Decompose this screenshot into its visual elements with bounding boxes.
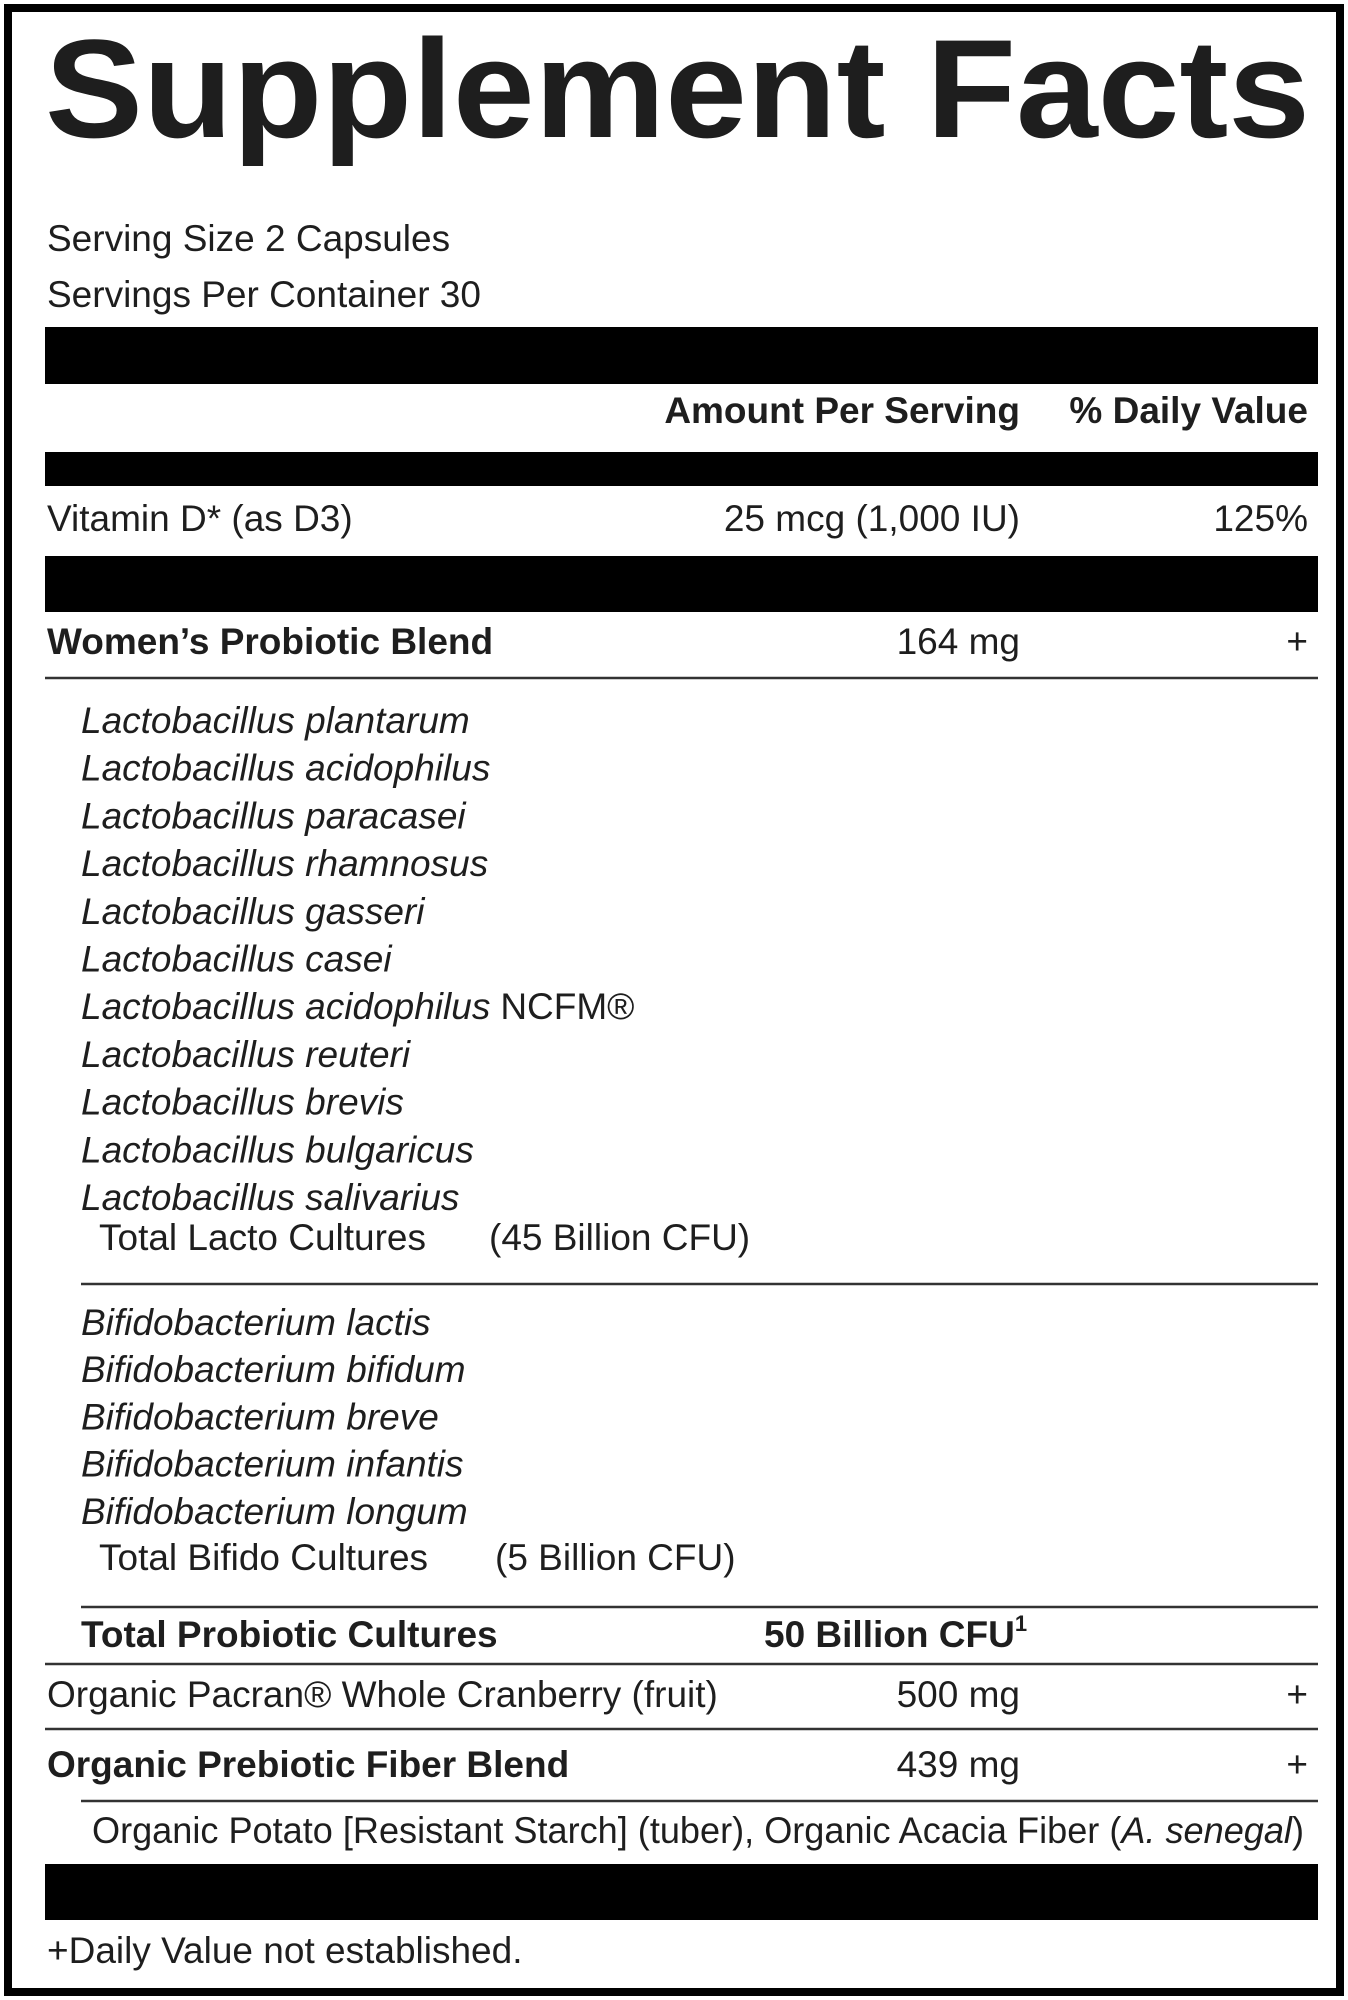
nutrient-daily-value: 125% [1213,498,1308,539]
blend-ingredients: Organic Potato [Resistant Starch] (tuber… [92,1810,1304,1851]
species-row: Lactobacillus paracasei [81,795,467,836]
species-row: Lactobacillus gasseri [81,891,426,932]
species-name: Lactobacillus casei [81,938,393,979]
servings-per-container: Servings Per Container 30 [47,274,481,315]
total-amount: (45 Billion CFU) [489,1217,750,1258]
species-name: Bifidobacterium bifidum [81,1349,466,1390]
species-name: A. senegal [1119,1810,1293,1851]
species-name: Lactobacillus acidophilus [81,986,490,1027]
species-row: Lactobacillus rhamnosus [81,843,488,884]
species-name: Lactobacillus paracasei [81,795,467,836]
thick-bar [45,1864,1318,1920]
blend-daily-value: + [1286,1744,1308,1785]
medium-bar [45,452,1318,486]
total-amount: (5 Billion CFU) [495,1537,736,1578]
species-row: Bifidobacterium breve [81,1396,439,1437]
species-row: Bifidobacterium longum [81,1491,468,1532]
blend-name: Organic Prebiotic Fiber Blend [47,1744,569,1785]
blend-name: Women’s Probiotic Blend [47,621,493,662]
species-row: Lactobacillus bulgaricus [81,1129,474,1170]
species-row: Bifidobacterium lactis [81,1302,431,1343]
ingredients-close: ) [1292,1810,1304,1851]
species-row: Lactobacillus reuteri [81,1034,412,1075]
species-name: Lactobacillus brevis [81,1081,404,1122]
footnote-mark: 1 [1015,1611,1027,1636]
ingredient-daily-value: + [1286,1674,1308,1715]
total-probiotic-label: Total Probiotic Cultures [81,1614,498,1655]
species-row: Bifidobacterium bifidum [81,1349,466,1390]
species-name: Lactobacillus acidophilus [81,747,490,788]
species-row: Lactobacillus plantarum [81,700,470,741]
ingredients-text: Organic Potato [Resistant Starch] (tuber… [92,1810,1122,1851]
species-name: Bifidobacterium longum [81,1491,468,1532]
serving-size: Serving Size 2 Capsules [47,218,450,259]
thick-bar [45,556,1318,612]
total-probiotic-amount: 50 Billion CFU1 [764,1611,1027,1655]
amount-header: Amount Per Serving [664,390,1020,431]
species-row: Lactobacillus salivarius [81,1177,459,1218]
blend-daily-value: + [1286,621,1308,662]
daily-value-header: % Daily Value [1069,390,1308,431]
footnote: +Daily Value not established. [47,1930,522,1971]
species-name: Bifidobacterium infantis [81,1443,464,1484]
species-row: Lactobacillus acidophilus [81,747,490,788]
blend-amount: 164 mg [897,621,1020,662]
species-strain: NCFM® [500,986,634,1027]
species-row: Lactobacillus brevis [81,1081,404,1122]
nutrient-name: Vitamin D* (as D3) [47,498,353,539]
bifido-species-list: Bifidobacterium lactis Bifidobacterium bi… [81,1302,468,1532]
ingredient-name: Organic Pacran® Whole Cranberry (fruit) [47,1674,718,1715]
title: Supplement Facts [45,10,1310,167]
species-row: Lactobacillus acidophilus NCFM® [81,986,634,1027]
thick-bar [45,327,1318,384]
total-label: Total Bifido Cultures [99,1537,428,1578]
total-label: Total Lacto Cultures [99,1217,426,1258]
amount-text: 50 Billion CFU [764,1614,1015,1655]
species-name: Bifidobacterium lactis [81,1302,431,1343]
species-name: Bifidobacterium breve [81,1396,439,1437]
species-row: Lactobacillus casei [81,938,393,979]
blend-amount: 439 mg [897,1744,1020,1785]
species-row: Bifidobacterium infantis [81,1443,464,1484]
species-name: Lactobacillus salivarius [81,1177,459,1218]
lacto-species-list: Lactobacillus plantarum Lactobacillus aci… [81,700,634,1218]
species-name: Lactobacillus gasseri [81,891,426,932]
species-name: Lactobacillus reuteri [81,1034,412,1075]
species-name: Lactobacillus rhamnosus [81,843,488,884]
nutrient-amount: 25 mcg (1,000 IU) [724,498,1020,539]
species-name: Lactobacillus plantarum [81,700,470,741]
ingredient-amount: 500 mg [897,1674,1020,1715]
species-name: Lactobacillus bulgaricus [81,1129,474,1170]
